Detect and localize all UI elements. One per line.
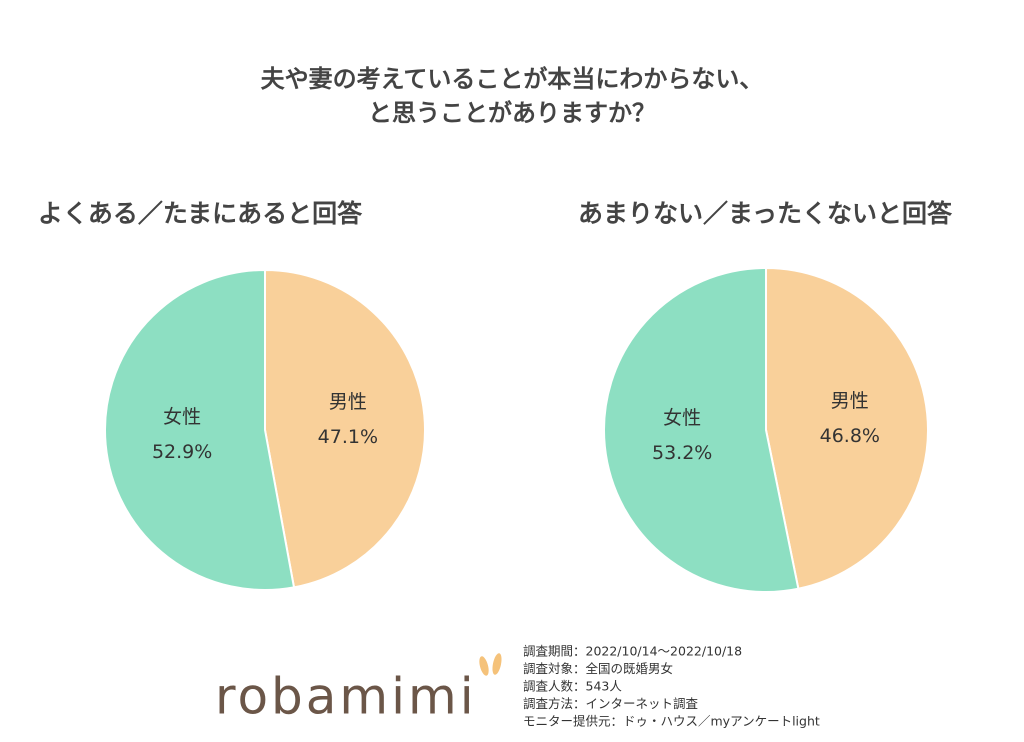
chart-title: よくある／たまにあると回答 bbox=[38, 199, 363, 228]
survey-note: 調査方法：インターネット調査 bbox=[523, 696, 699, 711]
slice-label: 男性 bbox=[831, 390, 869, 412]
title-line: と思うことがありますか？ bbox=[368, 99, 656, 127]
title-line: 夫や妻の考えていることが本当にわからない、 bbox=[261, 65, 764, 93]
logo-ear bbox=[479, 656, 489, 676]
slice-value: 52.9% bbox=[152, 441, 212, 463]
slice-value: 53.2% bbox=[652, 442, 712, 464]
slice-label: 女性 bbox=[163, 406, 201, 428]
survey-note: 調査期間：2022/10/14～2022/10/18 bbox=[523, 644, 742, 659]
pie-slice bbox=[765, 266, 930, 590]
slice-label: 女性 bbox=[663, 407, 701, 429]
slice-label: 男性 bbox=[329, 391, 367, 413]
survey-note: 調査対象：全国の既婚男女 bbox=[523, 661, 673, 676]
survey-note: 調査人数：543人 bbox=[523, 679, 622, 694]
slice-value: 47.1% bbox=[318, 426, 378, 448]
pie-slice bbox=[603, 266, 800, 593]
pie-slice bbox=[264, 268, 426, 589]
pie-slice bbox=[104, 268, 296, 591]
slice-value: 46.8% bbox=[820, 425, 880, 447]
chart-title: あまりない／まったくないと回答 bbox=[578, 199, 953, 228]
logo-ear bbox=[492, 653, 502, 675]
survey-note: モニター提供元：ドゥ・ハウス／myアンケートlight bbox=[523, 714, 820, 729]
logo: robamimi bbox=[215, 668, 477, 726]
